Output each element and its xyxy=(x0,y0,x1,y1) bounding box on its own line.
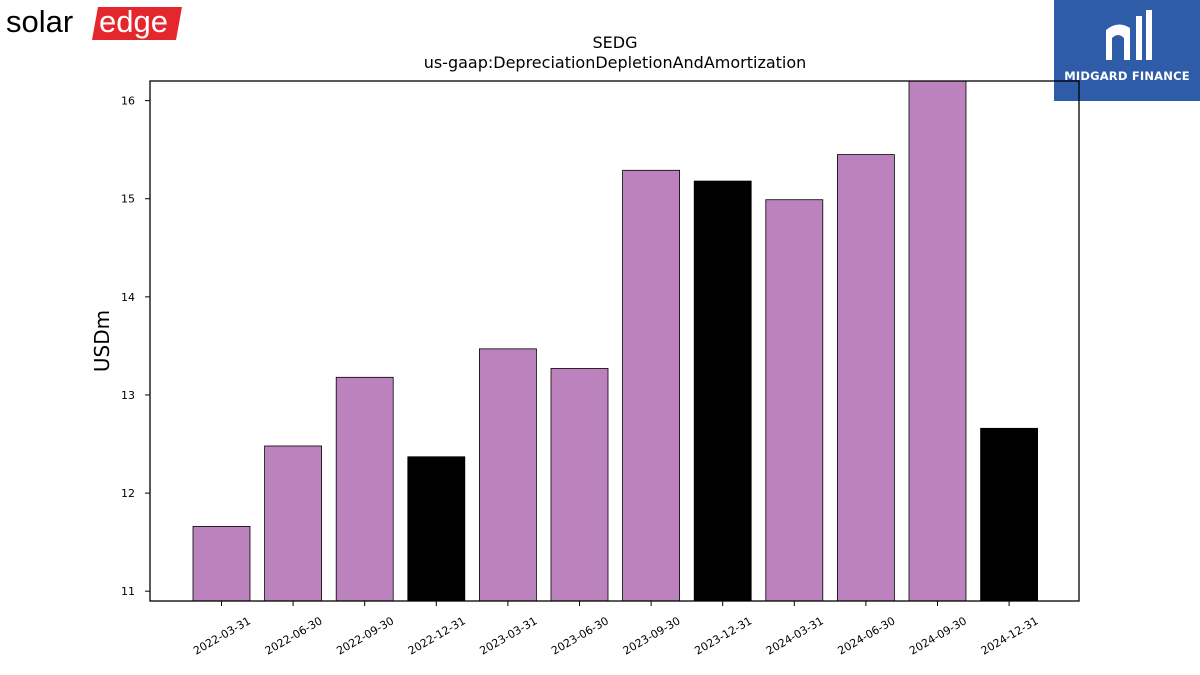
x-tick-label: 2024-09-30 xyxy=(907,614,969,657)
x-tick-label: 2023-09-30 xyxy=(621,614,683,657)
bar-2023-09-30 xyxy=(622,169,680,602)
y-axis-label: USDm xyxy=(90,310,114,372)
bar-2023-06-30 xyxy=(550,368,609,602)
x-tick-label: 2024-06-30 xyxy=(836,614,898,657)
x-axis-ticks: 2022-03-31 2022-06-30 2022-09-30 2022-12-31… xyxy=(191,601,1041,658)
x-tick-label: 2022-06-30 xyxy=(263,614,325,657)
x-tick-label: 2022-09-30 xyxy=(334,614,396,657)
y-tick-label: 15 xyxy=(121,193,135,206)
plot-frame xyxy=(149,80,1080,602)
x-tick-label: 2023-06-30 xyxy=(549,614,611,657)
x-tick-label: 2023-03-31 xyxy=(478,614,540,657)
x-tick-label: 2022-12-31 xyxy=(406,614,468,657)
y-tick-label: 16 xyxy=(121,95,135,108)
x-tick-label: 2022-03-31 xyxy=(191,614,253,657)
x-tick-label: 2023-12-31 xyxy=(692,614,754,657)
bar-2023-12-31 xyxy=(693,180,752,602)
y-tick-label: 14 xyxy=(121,291,135,304)
logo-red-parallelogram xyxy=(92,7,182,40)
svg-text:edge: edge xyxy=(99,4,168,39)
y-axis-ticks: 11 12 13 14 15 16 xyxy=(121,95,150,598)
bar-2023-03-31 xyxy=(478,348,537,602)
y-tick-label: 11 xyxy=(121,585,135,598)
y-tick-label: 12 xyxy=(121,487,135,500)
midgard-mark-icon xyxy=(1106,10,1152,61)
bar-2024-06-30 xyxy=(837,154,895,602)
svg-text:solar: solar xyxy=(6,4,73,39)
midgard-finance-label: MIDGARD FINANCE xyxy=(1064,69,1190,83)
bar-2022-09-30 xyxy=(335,376,394,602)
bar-2022-06-30 xyxy=(264,445,323,602)
bar-2024-09-30 xyxy=(908,80,967,602)
x-tick-label: 2024-03-31 xyxy=(764,614,826,657)
bar-2024-03-31 xyxy=(765,199,824,602)
chart-subtitle: us-gaap:DepreciationDepletionAndAmortiza… xyxy=(424,53,807,72)
bars-group xyxy=(192,80,1038,602)
bar-2024-12-31 xyxy=(980,427,1038,602)
midgard-finance-logo: MIDGARD FINANCE xyxy=(1054,0,1200,101)
x-tick-label: 2024-12-31 xyxy=(979,614,1041,657)
chart-title: SEDG xyxy=(593,33,638,52)
bar-2022-03-31 xyxy=(192,526,251,602)
solaredge-logo: solar edge xyxy=(6,4,182,44)
y-tick-label: 13 xyxy=(121,389,135,402)
bar-2022-12-31 xyxy=(407,456,466,602)
